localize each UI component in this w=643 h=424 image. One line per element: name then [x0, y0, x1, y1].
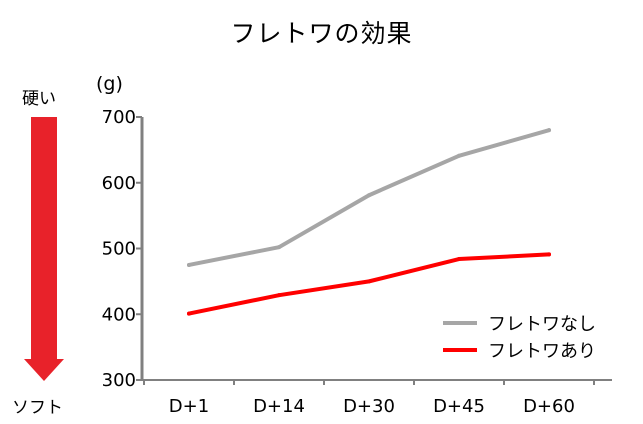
data-point: [277, 245, 281, 250]
data-point: [187, 311, 191, 316]
chart-title: フレトワの効果: [230, 19, 413, 48]
data-point: [457, 153, 461, 158]
x-tick-labels: D+1 D+14 D+30 D+45 D+60: [143, 380, 595, 417]
y-tick-label: 400: [102, 304, 136, 325]
y-unit-label: (g): [96, 73, 123, 95]
series-line-0: [187, 128, 551, 267]
data-point: [367, 193, 371, 198]
y-tick-label: 700: [102, 107, 136, 128]
data-point: [367, 279, 371, 284]
soft-label: ソフト: [12, 398, 63, 418]
data-point: [457, 257, 461, 262]
legend-label: フレトワなし: [488, 314, 596, 335]
data-point: [547, 252, 551, 257]
down-arrow-icon: [24, 359, 64, 381]
x-tick-label: D+1: [169, 396, 209, 417]
data-point: [187, 262, 191, 267]
chart-series: [187, 128, 551, 316]
y-tick-labels: 300 400 500 600 700: [102, 107, 142, 391]
x-tick-label: D+30: [343, 396, 395, 417]
y-tick-label: 600: [102, 173, 136, 194]
legend-label: フレトワあり: [488, 341, 596, 362]
y-tick-label: 500: [102, 239, 136, 260]
series-line-1: [187, 252, 551, 316]
hard-label: 硬い: [22, 89, 56, 109]
y-tick-label: 300: [102, 370, 136, 391]
x-tick-label: D+14: [253, 396, 305, 417]
data-point: [547, 128, 551, 133]
x-tick-label: D+60: [523, 396, 575, 417]
x-tick-label: D+45: [433, 396, 485, 417]
data-point: [277, 293, 281, 298]
firmness-arrow-shaft: [31, 117, 57, 361]
